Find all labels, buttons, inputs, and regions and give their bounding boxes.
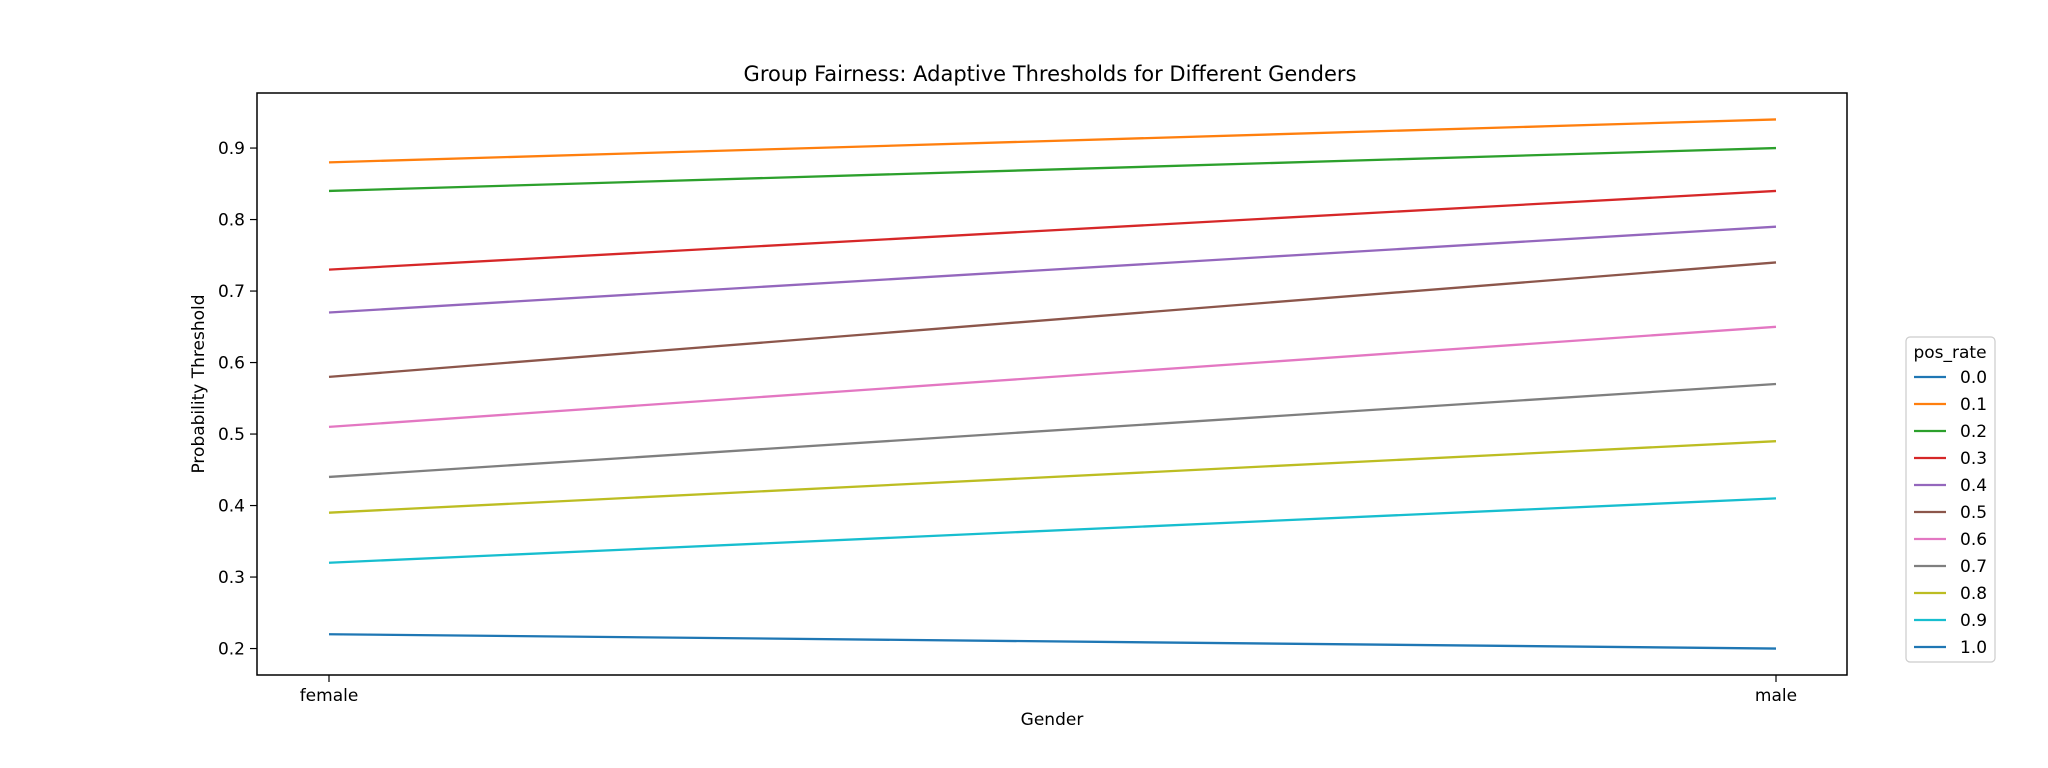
legend-label: 0.6 bbox=[1960, 530, 1987, 550]
y-axis-label: Probability Threshold bbox=[189, 294, 209, 473]
legend-label: 0.3 bbox=[1960, 449, 1987, 469]
series-line-0-5 bbox=[328, 261, 1777, 378]
y-tick-label: 0.7 bbox=[218, 282, 245, 302]
y-tick-label: 0.2 bbox=[218, 640, 245, 660]
legend-label: 0.0 bbox=[1960, 368, 1987, 388]
legend-label: 0.8 bbox=[1960, 584, 1987, 604]
y-tick-label: 0.6 bbox=[218, 354, 245, 374]
y-tick-label: 0.3 bbox=[218, 568, 245, 588]
series-line-0-7 bbox=[328, 382, 1777, 479]
y-tick-label: 0.9 bbox=[218, 139, 245, 159]
series-line-0-6 bbox=[328, 325, 1777, 429]
chart-title: Group Fairness: Adaptive Thresholds for … bbox=[744, 62, 1357, 86]
y-axis: 0.2 0.3 0.4 0.5 0.6 0.7 0.8 0.9 bbox=[218, 139, 257, 660]
series-layer bbox=[328, 118, 1777, 650]
y-tick-label: 0.5 bbox=[218, 425, 245, 445]
legend-label: 0.9 bbox=[1960, 611, 1987, 631]
legend-items: 0.0 0.1 0.2 0.3 0.4 0.5 0.6 0.7 0.8 0.9 1.0 bbox=[1914, 368, 1987, 658]
series-line-0-8 bbox=[328, 440, 1777, 514]
x-tick-label: male bbox=[1755, 686, 1797, 706]
legend-label: 0.7 bbox=[1960, 557, 1987, 577]
legend-label: 0.4 bbox=[1960, 476, 1987, 496]
legend-title: pos_rate bbox=[1913, 343, 1986, 363]
series-line-0-1 bbox=[328, 118, 1777, 164]
legend-label: 0.1 bbox=[1960, 395, 1987, 415]
y-tick-label: 0.8 bbox=[218, 211, 245, 231]
series-line-1-0 bbox=[328, 633, 1777, 650]
series-line-0-3 bbox=[328, 189, 1777, 271]
series-line-0-9 bbox=[328, 497, 1777, 564]
legend-label: 0.2 bbox=[1960, 422, 1987, 442]
legend-label: 1.0 bbox=[1960, 638, 1987, 658]
legend-label: 0.5 bbox=[1960, 503, 1987, 523]
x-tick-label: female bbox=[300, 686, 359, 706]
legend: pos_rate 0.0 0.1 0.2 0.3 0.4 0.5 0.6 0.7 0.8 0.9 1… bbox=[1905, 336, 1996, 663]
y-tick-label: 0.4 bbox=[218, 497, 245, 517]
x-axis: female male bbox=[300, 675, 1797, 706]
x-axis-label: Gender bbox=[1021, 710, 1084, 730]
series-line-0-4 bbox=[328, 225, 1777, 314]
series-line-0-2 bbox=[328, 146, 1777, 193]
plot-frame bbox=[256, 92, 1848, 676]
legend-frame bbox=[1905, 336, 1996, 663]
